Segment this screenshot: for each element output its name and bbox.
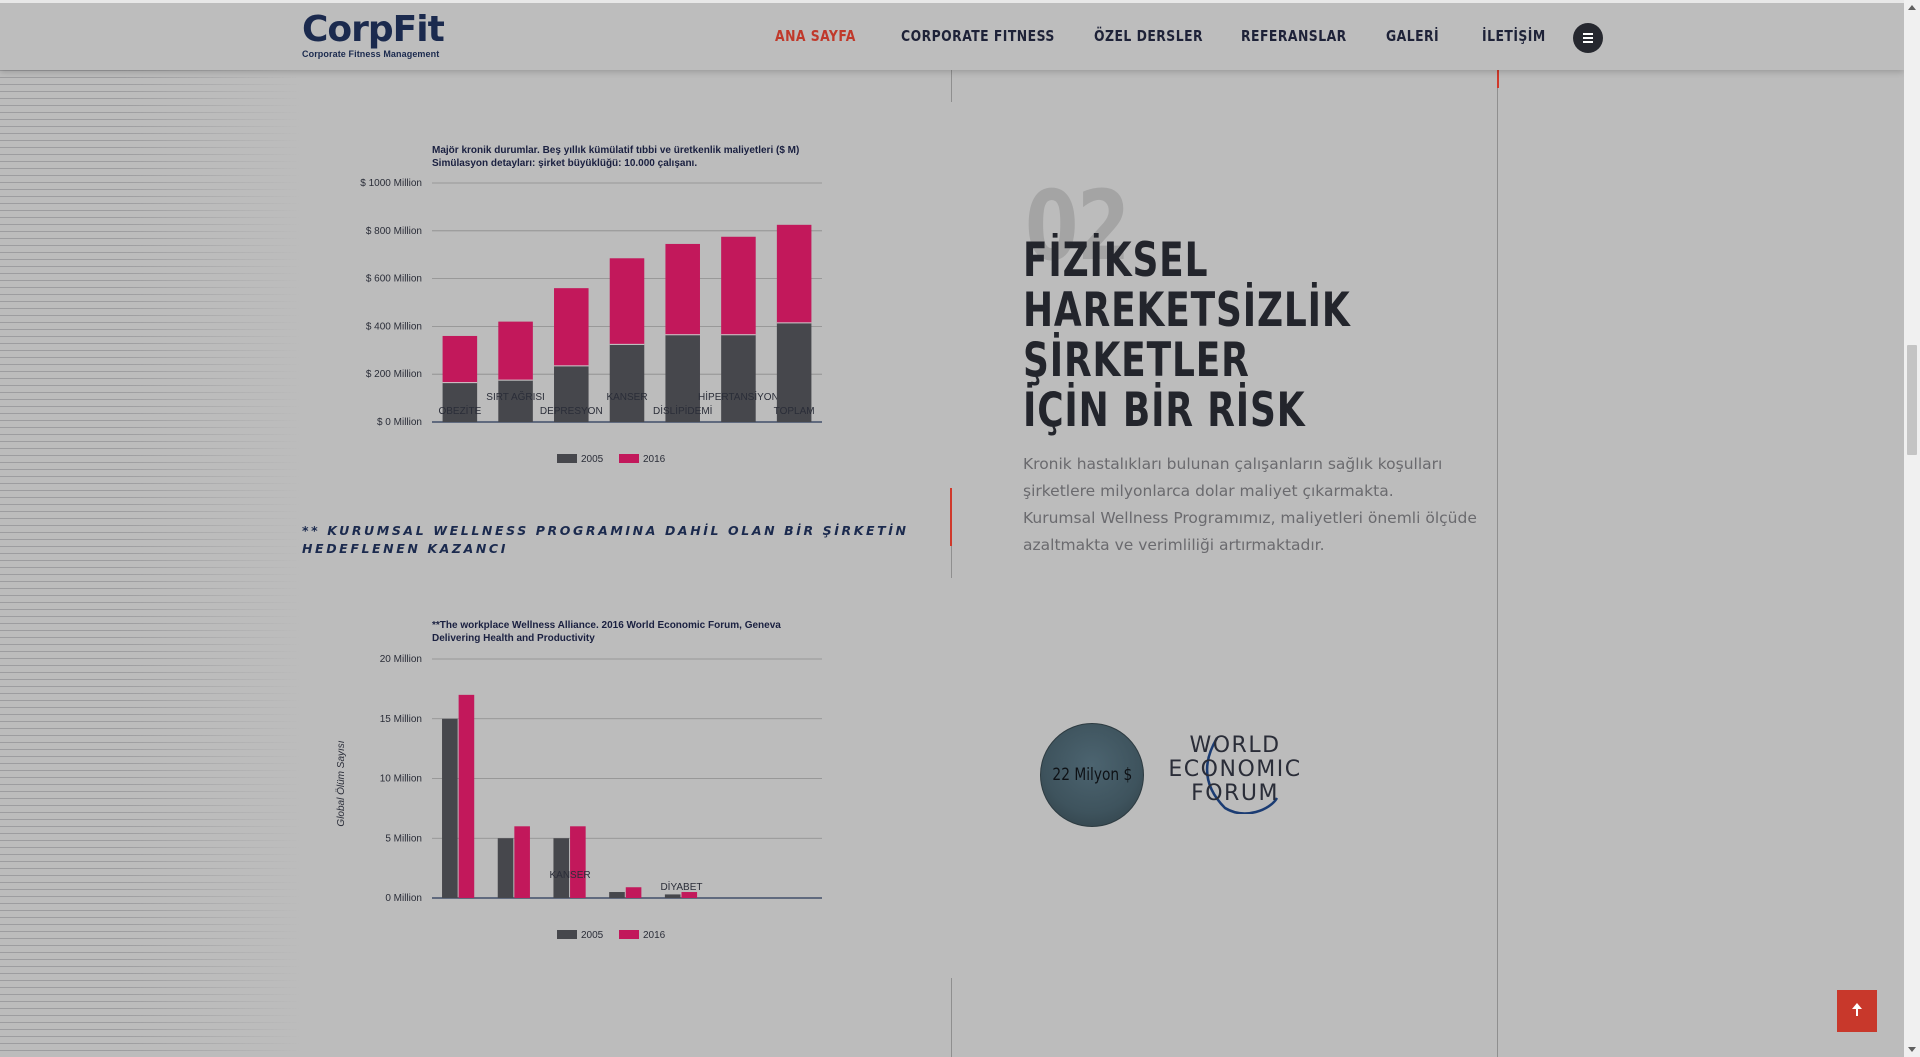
bar-2016 — [776, 224, 812, 323]
heading-line: İÇİN BİR RİSK — [1023, 383, 1306, 438]
bar-2016 — [609, 258, 645, 345]
y-tick-label: 10 Million — [380, 774, 422, 785]
category-label: DEPRESYON — [540, 406, 603, 417]
bar-2016 — [442, 335, 478, 383]
site-header: CorpFit Corporate Fitness Management ANA… — [0, 0, 1904, 70]
divider-line — [951, 70, 952, 102]
category-label: HİPERTANSİYON — [698, 390, 779, 403]
y-tick-label: $ 400 Million — [366, 321, 422, 332]
legend-swatch-2016 — [619, 930, 639, 939]
y-tick-label: 5 Million — [385, 833, 422, 844]
chart-title: Simülasyon detayları: şirket büyüklüğü: … — [432, 158, 697, 169]
y-tick-label: $ 1000 Million — [360, 178, 422, 189]
scrollbar-thumb[interactable] — [1907, 345, 1917, 455]
decorative-stripes — [0, 70, 300, 1057]
legend-label: 2005 — [581, 454, 604, 465]
hamburger-icon[interactable] — [1573, 23, 1603, 53]
divider-line — [951, 978, 952, 1057]
chronic-cost-chart: Majör kronik durumlar. Beş yıllık kümüla… — [340, 140, 860, 480]
bar-2005 — [442, 382, 478, 422]
stat-badge: 22 Milyon $ — [1040, 723, 1144, 827]
category-label: OBEZİTE — [438, 404, 481, 417]
scroll-up-icon[interactable] — [1908, 5, 1916, 10]
chart-title: Delivering Health and Productivity — [432, 633, 595, 644]
bar-2005 — [664, 894, 681, 898]
category-label: KANSER — [549, 870, 590, 881]
world-economic-forum-logo: WORLD ECONOMIC FORUM — [1165, 728, 1305, 815]
accent-mark — [950, 488, 952, 546]
logo-name: CorpFit — [302, 9, 445, 50]
logo-tagline: Corporate Fitness Management — [302, 49, 440, 59]
bar-2005 — [553, 838, 570, 898]
category-label: TOPLAM — [774, 406, 815, 417]
y-tick-label: $ 0 Million — [377, 417, 422, 428]
chart-title: Majör kronik durumlar. Beş yıllık kümüla… — [432, 145, 799, 156]
bar-2005 — [721, 334, 756, 422]
heading-line: FİZİKSEL — [1023, 233, 1209, 288]
bar-2016 — [721, 236, 756, 335]
bar-2005 — [498, 380, 533, 422]
scroll-to-top-button[interactable] — [1837, 990, 1877, 1032]
global-deaths-chart: **The workplace Wellness Alliance. 2016 … — [330, 616, 860, 956]
bar-2005 — [554, 365, 589, 422]
logo-line: FORUM — [1191, 781, 1279, 806]
legend-label: 2005 — [581, 930, 604, 941]
global-deaths-chart-svg: **The workplace Wellness Alliance. 2016 … — [335, 620, 822, 941]
legend-label: 2016 — [643, 930, 666, 941]
divider-line — [1497, 70, 1498, 1057]
y-tick-label: 0 Million — [385, 893, 422, 904]
bar-2016 — [665, 243, 700, 335]
bar-2005 — [442, 718, 458, 898]
bar-2005 — [609, 892, 625, 898]
nav-item-iletisim[interactable]: İLETİŞİM — [1482, 27, 1546, 45]
stat-value: 22 Milyon $ — [1052, 765, 1132, 785]
accent-mark — [1497, 70, 1499, 88]
bar-2016 — [570, 826, 586, 898]
category-label: DİSLİPİDEMİ — [653, 404, 712, 417]
category-label: DİYABET — [660, 880, 702, 893]
chart-title: **The workplace Wellness Alliance. 2016 … — [432, 620, 781, 631]
legend-swatch-2016 — [619, 454, 639, 463]
nav-item-ozel-dersler[interactable]: ÖZEL DERSLER — [1094, 27, 1204, 45]
heading-line: HAREKETSİZLİK — [1023, 283, 1351, 338]
y-tick-label: 20 Million — [380, 654, 422, 665]
legend-swatch-2005 — [557, 454, 577, 463]
heading-line: ŞİRKETLER — [1023, 333, 1250, 388]
bar-2016 — [498, 321, 533, 381]
bar-2005 — [497, 838, 514, 898]
y-tick-label: 15 Million — [380, 714, 422, 725]
category-label: SIRT AĞRISI — [486, 390, 545, 403]
wellness-caption: ** KURUMSAL WELLNESS PROGRAMINA DAHİL OL… — [302, 523, 909, 556]
logo-line: WORLD — [1189, 733, 1280, 758]
bar-2005 — [665, 334, 700, 422]
y-tick-label: $ 600 Million — [366, 274, 422, 285]
legend-swatch-2005 — [557, 930, 577, 939]
logo[interactable]: CorpFit Corporate Fitness Management — [302, 9, 445, 60]
nav-item-corporate-fitness[interactable]: CORPORATE FITNESS — [901, 27, 1055, 45]
page-scrollbar[interactable] — [1904, 0, 1920, 1057]
bar-2005 — [609, 344, 645, 422]
chronic-cost-chart-svg: Majör kronik durumlar. Beş yıllık kümüla… — [360, 145, 822, 465]
y-axis-label: Global Ölüm Sayısı — [335, 740, 347, 826]
bar-2016 — [514, 826, 530, 898]
scroll-down-icon[interactable] — [1908, 1047, 1916, 1052]
bar-2016 — [554, 288, 589, 366]
nav-item-galeri[interactable]: GALERİ — [1386, 27, 1440, 45]
section-paragraph: Kronik hastalıkları bulunan çalışanların… — [1023, 455, 1477, 554]
legend-label: 2016 — [643, 454, 666, 465]
nav-item-ana-sayfa[interactable]: ANA SAYFA — [775, 27, 856, 45]
nav-item-referanslar[interactable]: REFERANSLAR — [1241, 27, 1347, 45]
bar-2016 — [625, 887, 642, 898]
bar-2005 — [776, 322, 812, 422]
section-heading: FİZİKSEL HAREKETSİZLİK ŞİRKETLER İÇİN Bİ… — [1023, 236, 1351, 436]
logo-line: ECONOMIC — [1168, 757, 1301, 782]
y-tick-label: $ 200 Million — [366, 369, 422, 380]
y-tick-label: $ 800 Million — [366, 226, 422, 237]
section-number: 02 — [1025, 170, 1130, 282]
category-label: KANSER — [606, 392, 647, 403]
bar-2016 — [681, 892, 698, 898]
bar-2016 — [458, 694, 475, 898]
